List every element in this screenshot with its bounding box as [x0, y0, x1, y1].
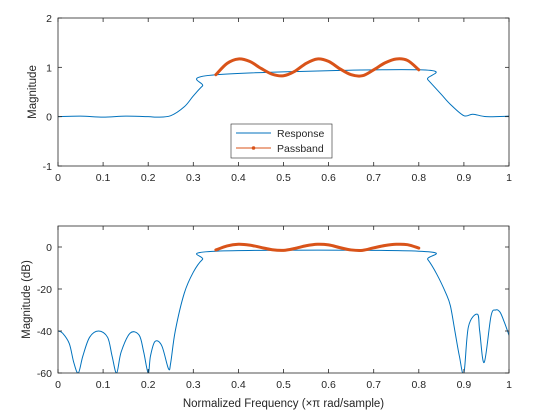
y-tick-label: -40: [37, 326, 52, 338]
series-response-line: [58, 69, 509, 118]
y-tick-label: 2: [46, 13, 52, 25]
x-tick-label: 0.9: [457, 172, 472, 184]
x-tick-label: 0.1: [96, 172, 111, 184]
series-passband-line: [214, 242, 421, 253]
x-tick-label: 0.2: [141, 172, 156, 184]
x-tick-label: 0.1: [96, 379, 111, 391]
y-tick-label: 0: [46, 242, 52, 254]
x-tick-label: 0.5: [276, 379, 291, 391]
legend-label-response: Response: [277, 128, 324, 140]
x-tick-label: 0.2: [141, 379, 156, 391]
y-tick-label: 0: [46, 112, 52, 124]
series-group: [58, 242, 509, 373]
x-tick-label: 1: [506, 172, 512, 184]
x-tick-label: 0.9: [457, 379, 472, 391]
chart-2: 0 0.1 0.2 0.3 0.4 0.5 0.6 0.7 0.8 0.9 1 -60 -40 -20 0 M…: [21, 225, 512, 410]
x-tick-label: 0: [55, 379, 61, 391]
x-tick-label: 0.6: [321, 172, 336, 184]
y-tick-label: -60: [37, 368, 52, 380]
y-tick-label: -1: [43, 161, 52, 173]
y-tick-label: -20: [37, 284, 52, 296]
series-group: [58, 57, 509, 118]
x-axis-label: Normalized Frequency (×π rad/sample): [183, 398, 384, 410]
y-tick-label: 1: [46, 62, 52, 74]
x-tick-label: 0.7: [366, 172, 381, 184]
legend-marker: [251, 146, 256, 150]
x-tick-label: 0.3: [186, 379, 201, 391]
plot-area: [58, 226, 509, 373]
legend-box: [230, 123, 333, 159]
y-axis-label: Magnitude (dB): [21, 260, 33, 339]
x-tick-label: 0: [55, 172, 61, 184]
x-tick-label: 0.7: [366, 379, 381, 391]
x-tick-label: 0.4: [231, 379, 246, 391]
x-tick-label: 0.6: [321, 379, 336, 391]
x-tick-label: 0.3: [186, 172, 201, 184]
legend-label-passband: Passband: [277, 143, 324, 155]
x-tick-label: 0.8: [411, 172, 426, 184]
series-passband-line: [214, 57, 421, 78]
chart-1: 0 0.1 0.2 0.3 0.4 0.5 0.6 0.7 0.8 0.9 1-1012Magnit…: [27, 13, 512, 184]
x-tick-label: 0.8: [411, 379, 426, 391]
series-response-line: [58, 249, 509, 373]
y-axis-label: Magnitude: [27, 65, 39, 119]
x-tick-label: 0.5: [276, 172, 291, 184]
x-tick-label: 1: [506, 379, 512, 391]
legend: Response Passband: [230, 123, 333, 159]
x-tick-label: 0.4: [231, 172, 246, 184]
